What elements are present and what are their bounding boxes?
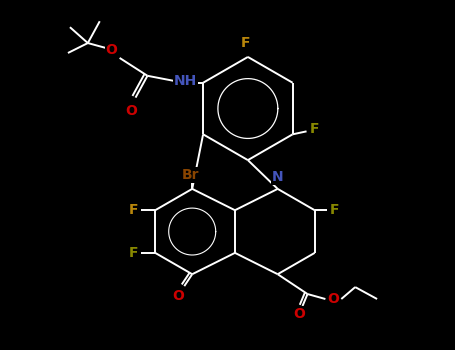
Text: O: O	[106, 43, 117, 57]
Text: F: F	[330, 203, 339, 217]
Text: F: F	[129, 246, 138, 260]
Text: Br: Br	[182, 168, 199, 182]
Text: O: O	[172, 289, 184, 303]
Text: O: O	[293, 307, 305, 321]
Text: O: O	[328, 292, 339, 306]
Text: N: N	[272, 170, 283, 184]
Text: NH: NH	[174, 74, 197, 88]
Text: F: F	[310, 122, 319, 136]
Text: F: F	[129, 203, 138, 217]
Text: F: F	[241, 36, 251, 50]
Text: O: O	[126, 104, 137, 118]
